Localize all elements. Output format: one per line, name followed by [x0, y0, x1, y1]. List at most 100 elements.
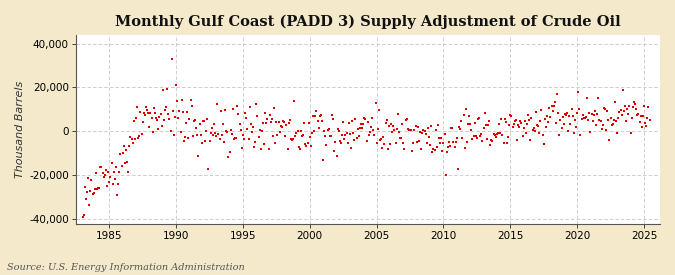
Point — [180, 135, 190, 140]
Point — [496, 117, 507, 121]
Point — [115, 152, 126, 156]
Point — [368, 128, 379, 132]
Point — [459, 146, 470, 150]
Point — [352, 127, 363, 132]
Point — [402, 126, 413, 131]
Point — [287, 138, 298, 142]
Point — [449, 145, 460, 150]
Point — [516, 121, 526, 125]
Point — [339, 137, 350, 141]
Point — [123, 170, 134, 175]
Point — [265, 120, 276, 124]
Point — [263, 147, 274, 152]
Point — [541, 114, 552, 118]
Point — [241, 116, 252, 121]
Point — [198, 119, 209, 123]
Point — [99, 173, 110, 177]
Point — [441, 150, 452, 154]
Point — [245, 122, 256, 126]
Point — [439, 131, 450, 136]
Point — [605, 116, 616, 120]
Point — [176, 98, 187, 102]
Point — [131, 116, 142, 121]
Point — [284, 121, 294, 125]
Point — [644, 118, 655, 122]
Point — [604, 138, 615, 142]
Point — [329, 148, 340, 153]
Point — [469, 121, 480, 125]
Point — [512, 138, 522, 142]
Point — [585, 130, 596, 134]
Point — [505, 113, 516, 117]
Point — [380, 121, 391, 125]
Point — [641, 124, 651, 129]
Point — [603, 118, 614, 122]
Point — [570, 125, 581, 130]
Point — [555, 118, 566, 122]
Point — [599, 105, 610, 110]
Point — [284, 117, 295, 122]
Point — [642, 116, 653, 120]
Point — [178, 139, 189, 143]
Point — [404, 128, 414, 132]
Point — [230, 136, 240, 140]
Point — [359, 116, 370, 120]
Point — [471, 135, 482, 140]
Point — [447, 126, 458, 130]
Point — [589, 113, 599, 117]
Point — [488, 132, 499, 137]
Point — [582, 96, 593, 101]
Point — [349, 137, 360, 142]
Point — [277, 119, 288, 123]
Point — [360, 117, 371, 122]
Point — [397, 122, 408, 126]
Point — [606, 123, 617, 127]
Title: Monthly Gulf Coast (PADD 3) Supply Adjustment of Crude Oil: Monthly Gulf Coast (PADD 3) Supply Adjus… — [115, 15, 621, 29]
Text: Source: U.S. Energy Information Administration: Source: U.S. Energy Information Administ… — [7, 263, 244, 272]
Point — [195, 132, 206, 137]
Point — [236, 146, 247, 151]
Point — [587, 119, 598, 123]
Point — [322, 128, 333, 133]
Point — [346, 146, 356, 150]
Point — [318, 157, 329, 162]
Point — [292, 129, 303, 134]
Point — [418, 128, 429, 132]
Point — [244, 105, 255, 109]
Point — [387, 130, 398, 134]
Point — [242, 127, 253, 131]
Point — [204, 139, 215, 144]
Point — [597, 123, 608, 128]
Point — [253, 135, 264, 139]
Point — [188, 134, 198, 138]
Point — [321, 142, 332, 147]
Point — [558, 115, 568, 119]
Point — [639, 104, 649, 109]
Point — [308, 114, 319, 119]
Point — [433, 135, 444, 140]
Point — [333, 129, 344, 133]
Point — [165, 128, 176, 133]
Point — [514, 125, 524, 130]
Point — [121, 148, 132, 153]
Point — [409, 128, 420, 132]
Point — [510, 118, 521, 122]
Point — [243, 137, 254, 141]
Point — [440, 173, 451, 178]
Point — [84, 202, 95, 207]
Point — [176, 130, 186, 134]
Point — [124, 144, 135, 148]
Point — [628, 105, 639, 109]
Point — [101, 168, 111, 172]
Point — [184, 117, 195, 121]
Point — [232, 103, 243, 108]
Point — [454, 125, 464, 129]
Point — [135, 109, 146, 114]
Point — [233, 112, 244, 117]
Point — [635, 114, 646, 119]
Point — [430, 128, 441, 133]
Point — [436, 136, 447, 140]
Point — [404, 128, 415, 132]
Point — [416, 147, 427, 152]
Point — [626, 116, 637, 120]
